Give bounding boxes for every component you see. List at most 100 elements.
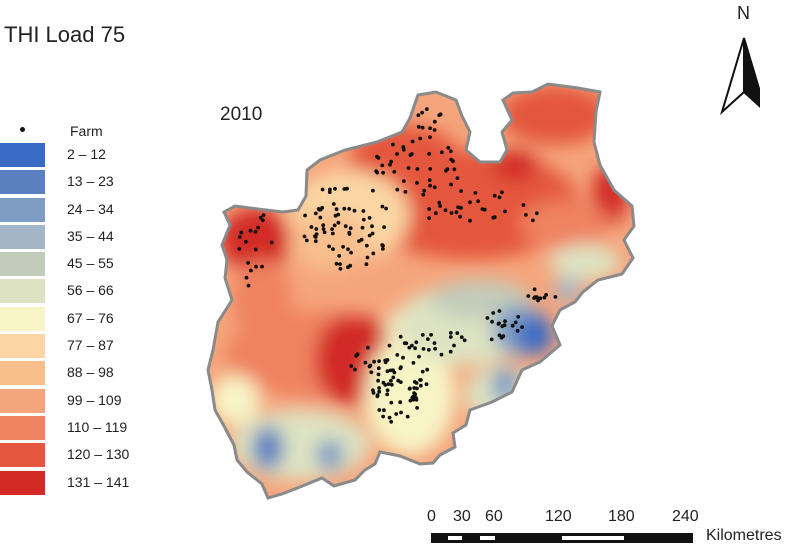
farm-dot xyxy=(386,382,391,386)
farm-dot xyxy=(327,190,332,195)
farm-dot xyxy=(416,113,421,118)
farm-dot xyxy=(237,235,242,239)
farm-dot xyxy=(418,378,422,382)
farm-dot xyxy=(417,354,421,359)
scale-tick-60: 60 xyxy=(485,508,503,525)
farm-dot xyxy=(439,352,444,357)
farm-dot xyxy=(249,268,253,273)
farm-dot xyxy=(433,211,438,216)
farm-dot xyxy=(421,347,426,351)
farm-dot xyxy=(553,295,558,299)
farm-dot xyxy=(403,190,408,194)
farm-dot xyxy=(415,167,420,171)
farm-dot xyxy=(532,287,537,292)
legend-class-row: 13 – 23 xyxy=(0,169,160,196)
farm-dot xyxy=(416,124,421,129)
farm-dot xyxy=(381,243,385,248)
farm-dot xyxy=(399,365,403,369)
legend-swatch xyxy=(0,415,45,440)
farm-dot xyxy=(395,187,400,192)
farm-dot xyxy=(425,367,430,372)
north-arrow-icon xyxy=(720,37,760,116)
farm-dot xyxy=(443,208,448,213)
farm-dot xyxy=(253,247,258,252)
farm-dot xyxy=(333,213,338,218)
farm-dot xyxy=(459,206,463,210)
legend-swatch xyxy=(0,443,45,468)
legend-class-row: 88 – 98 xyxy=(0,360,160,387)
farm-dot xyxy=(411,361,416,365)
farm-dot xyxy=(427,152,432,156)
farm-dot xyxy=(427,178,432,183)
legend-swatch xyxy=(0,279,45,304)
farm-dot xyxy=(446,145,451,150)
farm-dot xyxy=(330,231,335,236)
farm-dot xyxy=(445,167,450,172)
farm-dot xyxy=(432,128,437,132)
farm-dot xyxy=(336,220,341,225)
farm-dot xyxy=(381,170,385,175)
farm-dot xyxy=(385,369,390,374)
farm-dot xyxy=(347,230,352,235)
farm-dot xyxy=(316,207,321,211)
farm-dot xyxy=(375,394,380,399)
legend-class-label: 120 – 130 xyxy=(67,446,130,463)
farm-dot xyxy=(269,240,274,245)
farm-dot xyxy=(322,230,327,235)
farm-dot xyxy=(489,337,494,342)
scale-tick-0: 0 xyxy=(427,508,436,525)
farm-dot xyxy=(392,370,397,375)
legend-class-label: 110 – 119 xyxy=(67,418,128,435)
farm-dot xyxy=(491,311,496,315)
farm-dot xyxy=(462,338,467,343)
legend-class-label: 35 – 44 xyxy=(67,227,114,244)
farm-dot xyxy=(309,225,314,229)
farm-dot xyxy=(490,319,494,324)
farm-dot xyxy=(352,208,357,213)
farm-dot xyxy=(428,126,432,131)
farm-dot xyxy=(333,186,337,191)
farm-dot xyxy=(388,368,393,373)
farm-dot xyxy=(376,366,381,371)
farm-dot xyxy=(473,191,478,195)
farm-dot xyxy=(381,247,385,251)
farm-dot xyxy=(313,211,318,216)
legend-class-label: 2 – 12 xyxy=(67,146,106,162)
farm-dot xyxy=(414,340,419,345)
farm-dot xyxy=(246,261,251,265)
farm-dot xyxy=(389,400,394,405)
farm-dot xyxy=(502,323,507,328)
farm-dot xyxy=(420,369,425,374)
farm-dot xyxy=(449,157,454,162)
farm-dot xyxy=(343,224,348,229)
farm-dot xyxy=(341,244,345,249)
farm-dot xyxy=(347,207,352,211)
farm-dot xyxy=(321,227,326,231)
legend-class-row: 35 – 44 xyxy=(0,224,160,251)
farm-dot xyxy=(331,247,335,252)
farm-dot xyxy=(424,382,429,387)
legend-class-label: 88 – 98 xyxy=(67,364,114,381)
farm-dot xyxy=(374,169,379,174)
farm-dot xyxy=(248,228,253,233)
farm-dot xyxy=(455,176,460,181)
farm-dot xyxy=(338,262,342,266)
farm-dot xyxy=(376,372,381,377)
farm-dot xyxy=(313,235,318,239)
scale-bar-graphic xyxy=(431,533,693,543)
farm-dot xyxy=(258,215,263,220)
farm-dot xyxy=(377,359,381,363)
legend-class-row: 110 – 119 xyxy=(0,415,160,442)
legend-class-label: 24 – 34 xyxy=(67,200,114,217)
farm-dot xyxy=(427,216,431,221)
farm-dot xyxy=(526,294,531,298)
farm-dot xyxy=(364,243,369,248)
farm-dot xyxy=(448,331,453,335)
farm-dot xyxy=(371,388,375,393)
legend-class-row: 99 – 109 xyxy=(0,388,160,415)
farm-dot xyxy=(448,149,453,154)
farm-dot xyxy=(302,234,307,239)
legend-class-label: 45 – 55 xyxy=(67,255,114,272)
farm-dot xyxy=(402,341,407,346)
farm-dot xyxy=(389,159,394,164)
